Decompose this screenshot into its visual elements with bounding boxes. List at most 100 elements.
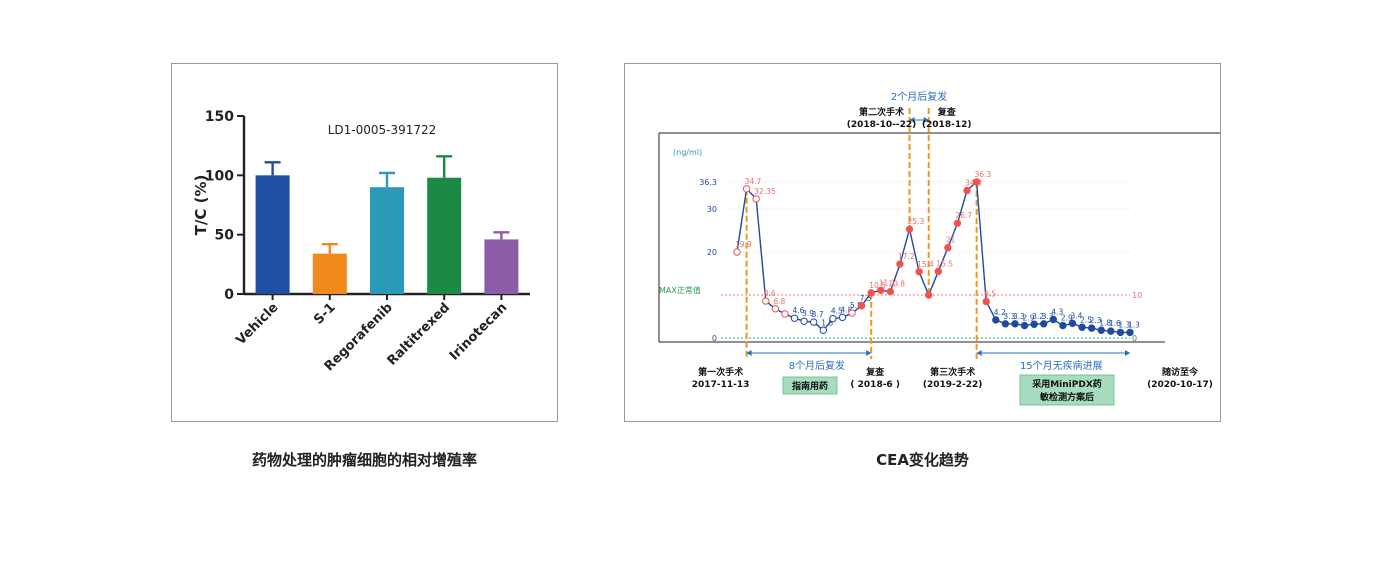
interval-label: 8个月后复发 <box>789 359 845 372</box>
data-point <box>982 297 990 306</box>
y-tick-label: 0 <box>712 334 717 343</box>
note-box-minipdx <box>1019 374 1115 406</box>
y-tick-label: 36.3 <box>699 178 717 187</box>
data-point <box>1078 323 1086 331</box>
event-date: (2018-12) <box>922 120 972 130</box>
data-point <box>1001 320 1010 328</box>
normal-limit-label: MAX正常值 <box>659 285 701 295</box>
data-label: 15.5 <box>936 259 953 268</box>
data-label: 2.3 <box>1090 316 1102 325</box>
event-label: 随访至今 <box>1162 366 1199 378</box>
data-point <box>752 195 760 203</box>
event-label: 复查 <box>937 106 957 118</box>
data-point <box>819 326 827 334</box>
data-point <box>992 316 1000 324</box>
data-label: 2.9 <box>1061 314 1073 323</box>
x-tick-label: S-1 <box>311 300 338 327</box>
data-label: 5.8 <box>850 301 862 310</box>
data-label: 3.3 <box>1013 312 1025 321</box>
note-box-guideline <box>782 376 838 395</box>
interval-arrowhead-left <box>976 350 982 356</box>
y-tick-label: 100 <box>205 168 234 184</box>
bar-vehicle <box>255 175 290 294</box>
data-label: 10.8 <box>888 280 905 289</box>
interval-arrowhead-right <box>1125 350 1130 356</box>
y-tick-label: 0 <box>224 287 234 303</box>
y-tick-label: 150 <box>205 109 234 125</box>
data-label: 3.3 <box>1042 312 1054 321</box>
data-point <box>733 248 741 256</box>
data-label: 3.9 <box>802 309 814 318</box>
data-point <box>790 314 799 322</box>
baseline-value: 0 <box>1132 334 1137 343</box>
y-tick-label: 50 <box>215 228 235 244</box>
interval-label: 15个月无疾病进展 <box>1020 359 1103 372</box>
event-date: (2020-10-17) <box>1147 380 1213 390</box>
note-minipdx-line1: 采用MiniPDX药 <box>1031 378 1102 390</box>
event-date: ( 2018-6 ) <box>850 380 900 390</box>
data-label: 4.8 <box>840 305 852 314</box>
data-label: 1.8 <box>821 318 833 327</box>
data-label: 3.7 <box>812 310 824 319</box>
interval-arrowhead-right <box>923 117 929 123</box>
data-label: 1.3 <box>1118 320 1130 329</box>
data-point <box>1097 326 1105 334</box>
data-point <box>809 318 818 326</box>
data-point <box>944 244 952 252</box>
data-point <box>934 267 942 276</box>
data-point <box>1107 327 1115 335</box>
data-label: 4.2 <box>994 308 1006 317</box>
data-label: 3.3 <box>1003 312 1015 321</box>
interval-label: 2个月后复发 <box>891 90 947 103</box>
data-label: 1.8 <box>1099 318 1111 327</box>
event-date: 2017-11-13 <box>692 380 750 390</box>
event-label: 第三次手术 <box>930 366 975 378</box>
y-axis-title: T/C (%) <box>192 175 210 236</box>
data-point <box>953 219 962 227</box>
bar-irinotecan <box>484 239 519 294</box>
data-label: 34.7 <box>745 177 762 186</box>
cea-chart-panel: (ng/ml) 20 30 36.3 0 MAX正常值 10 0 19.9 34.7 32.35 8.… <box>624 63 1221 422</box>
chart-title: LD1-0005-391722 <box>328 123 437 137</box>
data-point <box>1011 320 1019 328</box>
data-point <box>781 310 789 318</box>
normal-limit-value: 10 <box>1132 291 1142 300</box>
data-point <box>857 302 866 310</box>
data-point <box>1068 319 1077 328</box>
right-caption: CEA变化趋势 <box>876 451 969 469</box>
data-label: 8.6 <box>764 289 776 298</box>
data-point <box>800 317 808 325</box>
data-point <box>925 291 933 299</box>
data-label: 8.5 <box>984 289 996 298</box>
x-tick-label: Vehicle <box>233 300 281 348</box>
bar-chart: 0 50 100 150 T/C (%) LD1-0005-391722 Vehicle S-… <box>192 109 530 374</box>
interval-arrowhead-left <box>909 117 915 123</box>
y-tick-label: 30 <box>707 205 717 214</box>
data-label: 25.3 <box>908 217 925 226</box>
interval-arrowhead-left <box>746 350 752 356</box>
bar-regorafenib <box>370 187 404 294</box>
note-guideline: 指南用药 <box>792 380 828 392</box>
data-point <box>829 314 837 323</box>
data-label: 7.5 <box>860 294 872 303</box>
data-point <box>1126 328 1134 337</box>
data-point <box>1116 328 1125 337</box>
data-point <box>877 286 885 294</box>
event-label: 第二次手术 <box>859 106 904 118</box>
data-label: 21 <box>946 236 956 245</box>
data-label: 26.7 <box>955 211 972 220</box>
data-point <box>915 268 923 276</box>
event-date: (2018-10--22) <box>847 120 917 130</box>
data-point <box>972 178 981 186</box>
data-point <box>762 297 770 305</box>
data-label: 3.4 <box>1070 311 1082 320</box>
x-tick-label: Irinotecan <box>447 300 510 363</box>
interval-arrowhead-right <box>866 350 872 356</box>
left-caption: 药物处理的肿瘤细胞的相对增殖率 <box>251 451 477 469</box>
data-label: 4.5 <box>831 307 843 316</box>
data-label: 4.3 <box>1051 308 1063 317</box>
data-label: 10.5 <box>869 281 886 290</box>
data-point <box>838 313 847 322</box>
data-point <box>886 287 895 296</box>
data-point <box>1040 320 1048 328</box>
